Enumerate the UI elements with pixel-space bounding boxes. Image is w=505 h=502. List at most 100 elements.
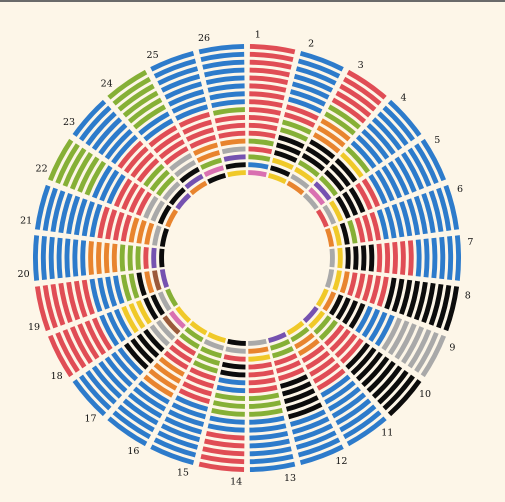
bar-segment-6-ring-15 [342,223,347,244]
bar-segment-14-ring-14 [222,364,245,367]
segment-label-1: 1 [255,29,261,40]
bar-segment-8-ring-17 [327,269,331,287]
bar-segment-7-ring-7 [410,240,411,275]
bar-segment-19-ring-11 [115,276,122,303]
bar-segment-14-ring-6 [208,426,244,430]
bar-segment-14-ring-7 [210,418,245,422]
segment-label-17: 17 [84,413,96,424]
bar-segment-7-ring-5 [426,239,427,277]
bar-segment-1-ring-4 [250,70,290,75]
bar-segment-26-ring-5 [206,78,244,83]
bar-segment-21-ring-14 [139,221,145,244]
segment-label-6: 6 [457,184,463,195]
bar-segment-7-ring-6 [418,240,419,277]
bar-segment-8-ring-16 [335,271,340,290]
bar-segment-1-ring-11 [249,125,277,128]
bar-segment-20-ring-15 [146,247,147,269]
bar-segment-7-ring-4 [434,238,435,278]
bar-segment-20-ring-13 [130,246,131,271]
bar-segment-21-ring-16 [155,226,160,245]
bar-segment-14-ring-1 [199,464,244,469]
bar-segment-21-ring-13 [131,218,137,242]
bar-segment-26-ring-3 [203,62,244,67]
segment-label-8: 8 [465,291,471,302]
bar-segment-5-ring-17 [318,210,326,226]
bar-segment-20-ring-4 [59,238,60,278]
bar-segment-13-ring-10 [249,395,279,399]
bar-segment-7-ring-16 [340,248,341,268]
bar-segment-13-ring-14 [249,364,272,367]
bar-segment-7-ring-13 [363,246,364,271]
bar-segment-19-ring-14 [139,273,145,296]
bar-segment-13-ring-9 [249,403,280,407]
bar-segment-25-ring-16 [205,168,224,175]
bar-segment-13-ring-4 [250,441,290,446]
bar-segment-6-ring-16 [335,226,340,245]
bar-segment-14-ring-2 [201,456,244,461]
bar-segment-14-ring-16 [226,349,246,351]
bar-segment-13-ring-3 [250,449,291,454]
bar-segment-2-ring-15 [273,160,293,168]
bar-segment-1-ring-17 [248,173,266,175]
bar-segment-26-ring-7 [210,94,245,98]
bar-segment-13-ring-11 [249,387,277,390]
bar-segment-20-ring-8 [91,241,92,274]
segment-label-5: 5 [434,135,440,146]
segment-label-16: 16 [127,446,139,457]
bar-segment-26-ring-15 [224,157,245,160]
bar-segment-21-ring-17 [162,229,166,247]
bar-segment-2-ring-16 [271,168,290,175]
bar-segment-1-ring-7 [249,94,284,98]
bar-segment-20-ring-10 [106,243,107,273]
bar-segment-2-ring-17 [269,175,286,181]
bar-segment-21-ring-10 [108,210,115,239]
bar-segment-20-ring-16 [154,248,155,268]
segment-label-19: 19 [28,322,40,333]
bar-segment-6-ring-10 [379,210,386,239]
bar-segment-21-ring-11 [115,213,122,240]
bar-segment-1-ring-14 [249,149,272,152]
bar-segment-26-ring-13 [221,141,246,144]
bar-segment-14-ring-13 [221,372,246,375]
bar-segment-19-ring-16 [155,271,160,290]
bar-segment-26-ring-10 [215,117,245,121]
bar-segment-1-ring-3 [250,62,291,67]
bar-segment-22-ring-17 [168,210,176,226]
bar-segment-20-ring-14 [138,246,139,269]
bar-segment-14-ring-5 [206,433,244,438]
bar-segment-6-ring-13 [357,218,363,242]
bar-segment-1-ring-10 [249,117,279,121]
bar-segment-26-ring-4 [205,70,245,75]
segment-label-20: 20 [18,269,30,280]
bar-segment-26-ring-1 [199,46,244,51]
bar-segment-8-ring-13 [357,274,363,298]
bar-segment-13-ring-8 [249,410,282,414]
bar-segment-14-ring-4 [205,441,245,446]
bar-segment-20-ring-2 [43,236,44,279]
bar-segment-25-ring-15 [201,160,221,168]
bar-segment-7-ring-10 [387,243,388,273]
bar-segment-9-ring-17 [318,289,326,305]
segment-label-22: 22 [36,164,48,175]
bar-segment-20-ring-3 [51,237,52,279]
bar-segment-8-ring-10 [379,277,386,306]
segment-label-25: 25 [147,50,159,61]
bar-segment-7-ring-8 [402,241,403,274]
bar-segment-7-ring-14 [355,246,356,269]
bar-segment-20-ring-7 [83,240,84,275]
bar-segment-21-ring-15 [147,223,152,244]
bar-segment-8-ring-15 [342,272,347,293]
bar-segment-8-ring-11 [372,276,379,303]
bar-segment-13-ring-16 [248,349,268,351]
bar-segment-26-ring-12 [219,133,245,136]
bar-segment-14-ring-10 [215,395,245,399]
bar-segment-13-ring-15 [248,357,269,360]
segment-label-15: 15 [177,468,189,479]
bar-segment-13-ring-1 [250,464,295,469]
segment-label-14: 14 [230,477,242,488]
bar-segment-25-ring-17 [208,175,225,181]
bar-segment-20-ring-11 [114,244,115,272]
bar-segment-7-ring-2 [450,236,451,279]
segment-label-23: 23 [63,117,75,128]
